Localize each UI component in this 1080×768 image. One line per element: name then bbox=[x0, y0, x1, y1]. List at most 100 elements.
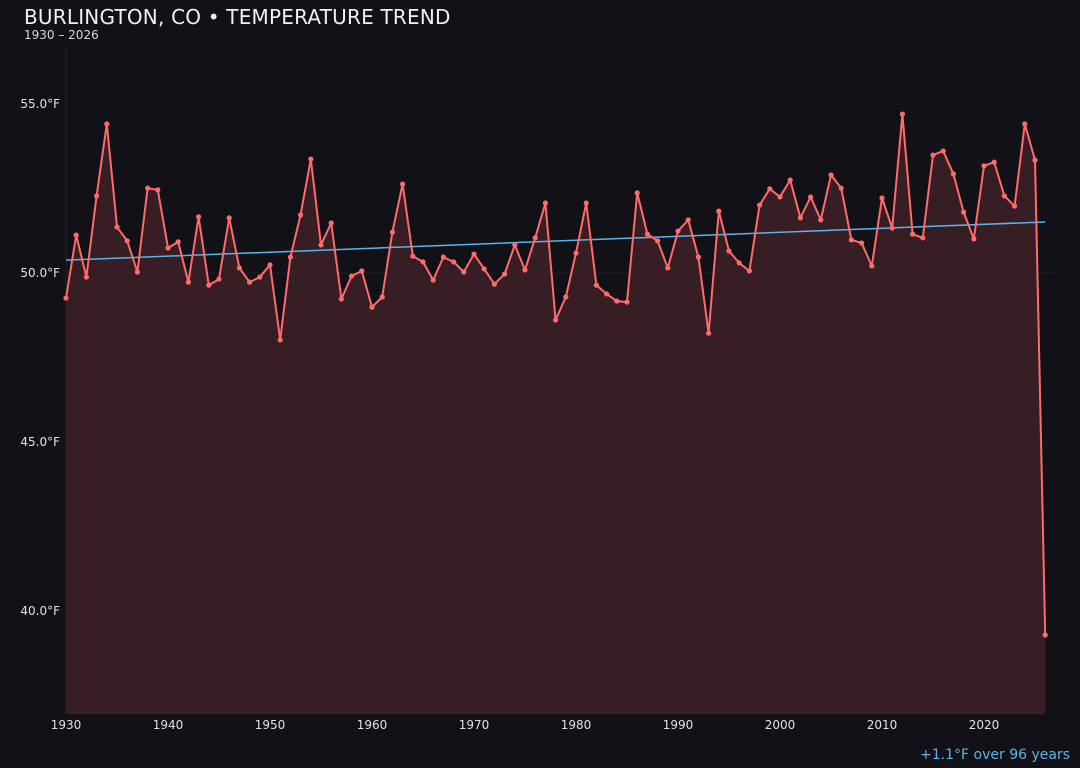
x-tick-label: 1940 bbox=[153, 718, 184, 732]
data-point bbox=[808, 194, 814, 200]
data-point bbox=[522, 267, 528, 273]
data-point bbox=[104, 121, 110, 127]
data-point bbox=[757, 202, 763, 208]
data-point bbox=[899, 111, 906, 117]
data-point bbox=[695, 254, 702, 260]
data-point bbox=[63, 295, 69, 301]
x-tick-label: 2000 bbox=[765, 718, 796, 732]
data-point bbox=[889, 225, 895, 231]
data-point bbox=[400, 181, 406, 187]
data-point bbox=[787, 177, 793, 183]
data-point bbox=[736, 260, 742, 266]
data-point bbox=[287, 254, 293, 260]
data-point bbox=[1032, 157, 1038, 163]
data-point bbox=[94, 193, 100, 199]
data-point bbox=[471, 251, 477, 257]
data-point bbox=[624, 299, 630, 305]
data-point bbox=[124, 238, 130, 244]
x-tick-label: 1970 bbox=[459, 718, 490, 732]
data-point bbox=[185, 279, 191, 285]
data-point bbox=[675, 228, 681, 234]
data-point bbox=[879, 195, 885, 201]
data-point bbox=[226, 215, 232, 221]
data-point bbox=[451, 259, 457, 265]
data-point bbox=[706, 330, 712, 336]
data-point bbox=[308, 156, 314, 162]
data-point bbox=[746, 268, 753, 274]
data-point bbox=[114, 224, 120, 230]
data-point bbox=[910, 231, 916, 237]
data-point bbox=[634, 190, 640, 196]
data-point bbox=[73, 232, 79, 238]
data-point bbox=[553, 317, 559, 323]
x-tick-label: 2010 bbox=[867, 718, 898, 732]
data-point bbox=[614, 298, 620, 304]
data-point bbox=[593, 282, 600, 288]
data-point bbox=[481, 266, 487, 272]
x-tick-label: 1980 bbox=[561, 718, 592, 732]
y-tick-label: 45.0°F bbox=[20, 435, 60, 449]
data-point bbox=[859, 240, 865, 246]
data-point bbox=[298, 212, 304, 218]
data-point bbox=[818, 217, 824, 223]
data-point bbox=[236, 265, 242, 271]
data-point bbox=[369, 304, 375, 310]
y-tick-label: 40.0°F bbox=[20, 604, 60, 618]
data-point bbox=[665, 265, 671, 271]
data-point bbox=[328, 220, 334, 226]
data-point bbox=[420, 259, 426, 265]
area-fill bbox=[66, 114, 1046, 714]
data-point bbox=[410, 253, 416, 259]
data-point bbox=[940, 148, 946, 154]
data-point bbox=[685, 217, 691, 223]
y-tick-label: 50.0°F bbox=[20, 266, 60, 280]
data-point bbox=[502, 271, 508, 277]
data-point bbox=[961, 209, 967, 215]
x-tick-label: 2020 bbox=[969, 718, 1000, 732]
data-point bbox=[491, 281, 497, 287]
data-point bbox=[461, 269, 467, 275]
data-point bbox=[532, 235, 538, 241]
data-point bbox=[655, 238, 661, 244]
data-point bbox=[165, 245, 171, 251]
data-point bbox=[644, 231, 651, 237]
trend-annotation: +1.1°F over 96 years bbox=[920, 747, 1070, 763]
data-point bbox=[716, 208, 722, 214]
data-point bbox=[1022, 121, 1028, 127]
data-point bbox=[1001, 193, 1008, 199]
x-tick-label: 1960 bbox=[357, 718, 388, 732]
data-point bbox=[828, 172, 834, 178]
data-point bbox=[950, 171, 957, 177]
data-point bbox=[379, 294, 385, 300]
data-point bbox=[991, 159, 997, 165]
data-point bbox=[155, 187, 161, 193]
data-point bbox=[797, 215, 804, 221]
data-point bbox=[338, 296, 344, 302]
data-point bbox=[869, 263, 875, 269]
data-point bbox=[981, 163, 987, 169]
data-point bbox=[277, 337, 283, 343]
data-point bbox=[512, 242, 518, 248]
data-point bbox=[196, 214, 202, 220]
data-point bbox=[83, 274, 89, 280]
data-point bbox=[777, 194, 783, 200]
data-point bbox=[604, 291, 610, 297]
data-point bbox=[257, 274, 263, 280]
y-tick-label: 55.0°F bbox=[20, 97, 60, 111]
data-point bbox=[349, 273, 355, 279]
trend-line bbox=[65, 221, 1046, 261]
data-point bbox=[930, 152, 936, 158]
data-point bbox=[175, 239, 181, 245]
data-point bbox=[430, 277, 436, 283]
data-point bbox=[767, 186, 773, 192]
data-point bbox=[920, 235, 926, 241]
data-point bbox=[359, 268, 365, 274]
data-point bbox=[145, 185, 151, 191]
data-point bbox=[573, 250, 579, 256]
data-point bbox=[267, 262, 273, 268]
chart-title: BURLINGTON, CO • TEMPERATURE TREND bbox=[24, 5, 451, 29]
x-tick-label: 1930 bbox=[51, 718, 82, 732]
data-point bbox=[247, 279, 253, 285]
data-point bbox=[563, 294, 569, 300]
